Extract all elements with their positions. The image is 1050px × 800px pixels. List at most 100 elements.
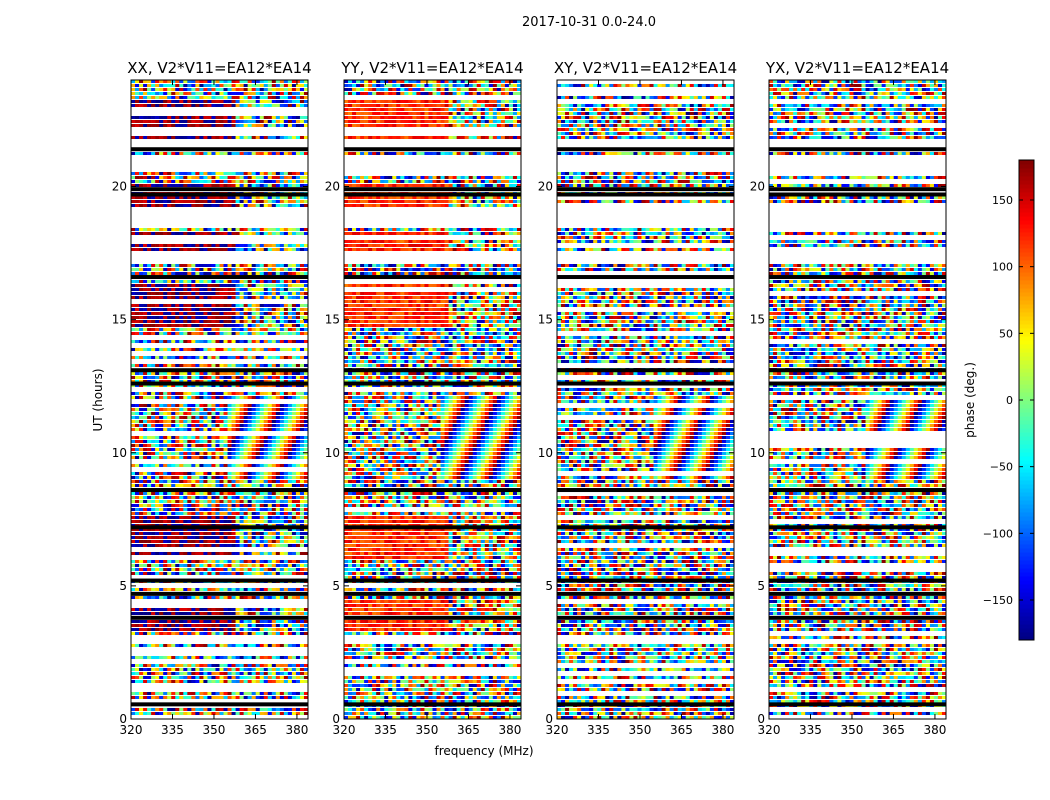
- panel-xx: XX, V2*V11=EA12*EA14 320 335 350 365 380 0 5 10 1…: [112, 59, 312, 737]
- y-tick-label: 10: [112, 446, 127, 460]
- colorbar-segment: [1019, 228, 1034, 233]
- colorbar-segment: [1019, 580, 1034, 585]
- axes-frame: [130, 79, 309, 720]
- colorbar-segment: [1019, 244, 1034, 249]
- colorbar-segment: [1019, 572, 1034, 577]
- y-tick-label: 15: [112, 313, 127, 327]
- colorbar-segment: [1019, 564, 1034, 569]
- colorbar-segment: [1019, 568, 1034, 573]
- colorbar-segment: [1019, 388, 1034, 393]
- flagged-row: [557, 275, 734, 280]
- phase-heatmap: [557, 80, 734, 719]
- y-tick-label: 5: [119, 579, 127, 593]
- colorbar-tick-label: 150: [992, 194, 1013, 207]
- colorbar-segment: [1019, 216, 1034, 221]
- colorbar-segment: [1019, 404, 1034, 409]
- flagged-row: [769, 187, 946, 192]
- colorbar-segment: [1019, 480, 1034, 485]
- colorbar-segment: [1019, 496, 1034, 501]
- colorbar-segment: [1019, 288, 1034, 293]
- x-tick-label: 380: [711, 723, 734, 737]
- flagged-row: [769, 368, 946, 373]
- colorbar-segment: [1019, 544, 1034, 549]
- colorbar-segment: [1019, 448, 1034, 453]
- colorbar-segment: [1019, 384, 1034, 389]
- colorbar-segment: [1019, 616, 1034, 621]
- colorbar-segment: [1019, 468, 1034, 473]
- phase-heatmap: [344, 80, 521, 719]
- colorbar-segment: [1019, 168, 1034, 173]
- flagged-row: [557, 187, 734, 192]
- colorbar-segment: [1019, 232, 1034, 237]
- colorbar-segment: [1019, 308, 1034, 313]
- colorbar-segment: [1019, 336, 1034, 341]
- colorbar-segment: [1019, 484, 1034, 489]
- colorbar-segment: [1019, 272, 1034, 277]
- colorbar-segment: [1019, 552, 1034, 557]
- colorbar-segment: [1019, 556, 1034, 561]
- y-tick-label: 10: [325, 446, 340, 460]
- colorbar-segment: [1019, 488, 1034, 493]
- colorbar-segment: [1019, 416, 1034, 421]
- colorbar-segment: [1019, 584, 1034, 589]
- colorbar-segment: [1019, 372, 1034, 377]
- colorbar-segment: [1019, 268, 1034, 273]
- flagged-row: [769, 381, 946, 386]
- colorbar-segment: [1019, 164, 1034, 169]
- colorbar-segment: [1019, 452, 1034, 457]
- x-tick-label: 335: [799, 723, 822, 737]
- colorbar-segment: [1019, 280, 1034, 285]
- flagged-row: [769, 615, 946, 620]
- y-tick-label: 5: [545, 579, 553, 593]
- x-tick-label: 335: [374, 723, 397, 737]
- colorbar-segment: [1019, 512, 1034, 517]
- x-tick-label: 350: [629, 723, 652, 737]
- colorbar-segment: [1019, 208, 1034, 213]
- colorbar-segment: [1019, 256, 1034, 261]
- y-tick-label: 5: [757, 579, 765, 593]
- flagged-row: [769, 275, 946, 280]
- colorbar-segment: [1019, 188, 1034, 193]
- flagged-row: [344, 187, 521, 192]
- colorbar-segment: [1019, 352, 1034, 357]
- colorbar-segment: [1019, 528, 1034, 533]
- y-tick-label: 20: [325, 180, 340, 194]
- colorbar-segment: [1019, 252, 1034, 257]
- panel-yx: YX, V2*V11=EA12*EA14 320 335 350 365 380 0 5 10 1…: [750, 59, 949, 737]
- figure-suptitle: 2017-10-31 0.0-24.0: [522, 15, 656, 30]
- colorbar-segment: [1019, 424, 1034, 429]
- colorbar-segment: [1019, 316, 1034, 321]
- y-axis-label: UT (hours): [91, 368, 105, 431]
- colorbar-segment: [1019, 180, 1034, 185]
- x-tick-label: 365: [670, 723, 693, 737]
- flagged-row: [557, 192, 734, 197]
- colorbar-segment: [1019, 172, 1034, 177]
- flagged-row: [131, 488, 308, 493]
- colorbar-segment: [1019, 260, 1034, 265]
- colorbar-segment: [1019, 240, 1034, 245]
- flagged-row: [131, 368, 308, 373]
- flagged-row: [769, 525, 946, 530]
- panel-xy: XY, V2*V11=EA12*EA14 320 335 350 365 380 0 5 10 1…: [538, 59, 737, 737]
- colorbar-segment: [1019, 304, 1034, 309]
- colorbar-segment: [1019, 516, 1034, 521]
- axes-frame: [768, 79, 947, 720]
- colorbar-segment: [1019, 204, 1034, 209]
- colorbar-segment: [1019, 284, 1034, 289]
- colorbar-segment: [1019, 248, 1034, 253]
- panel-title: XY, V2*V11=EA12*EA14: [554, 59, 737, 77]
- flagged-row: [769, 578, 946, 583]
- colorbar-segment: [1019, 624, 1034, 629]
- flagged-row: [131, 147, 308, 152]
- x-tick-label: 335: [587, 723, 610, 737]
- colorbar-segment: [1019, 344, 1034, 349]
- axes-frame: [556, 79, 735, 720]
- colorbar-segment: [1019, 312, 1034, 317]
- colorbar-segment: [1019, 548, 1034, 553]
- flagged-row: [131, 187, 308, 192]
- colorbar-segment: [1019, 436, 1034, 441]
- colorbar-segment: [1019, 472, 1034, 477]
- colorbar-segment: [1019, 600, 1034, 605]
- panel-title: YX, V2*V11=EA12*EA14: [765, 59, 949, 77]
